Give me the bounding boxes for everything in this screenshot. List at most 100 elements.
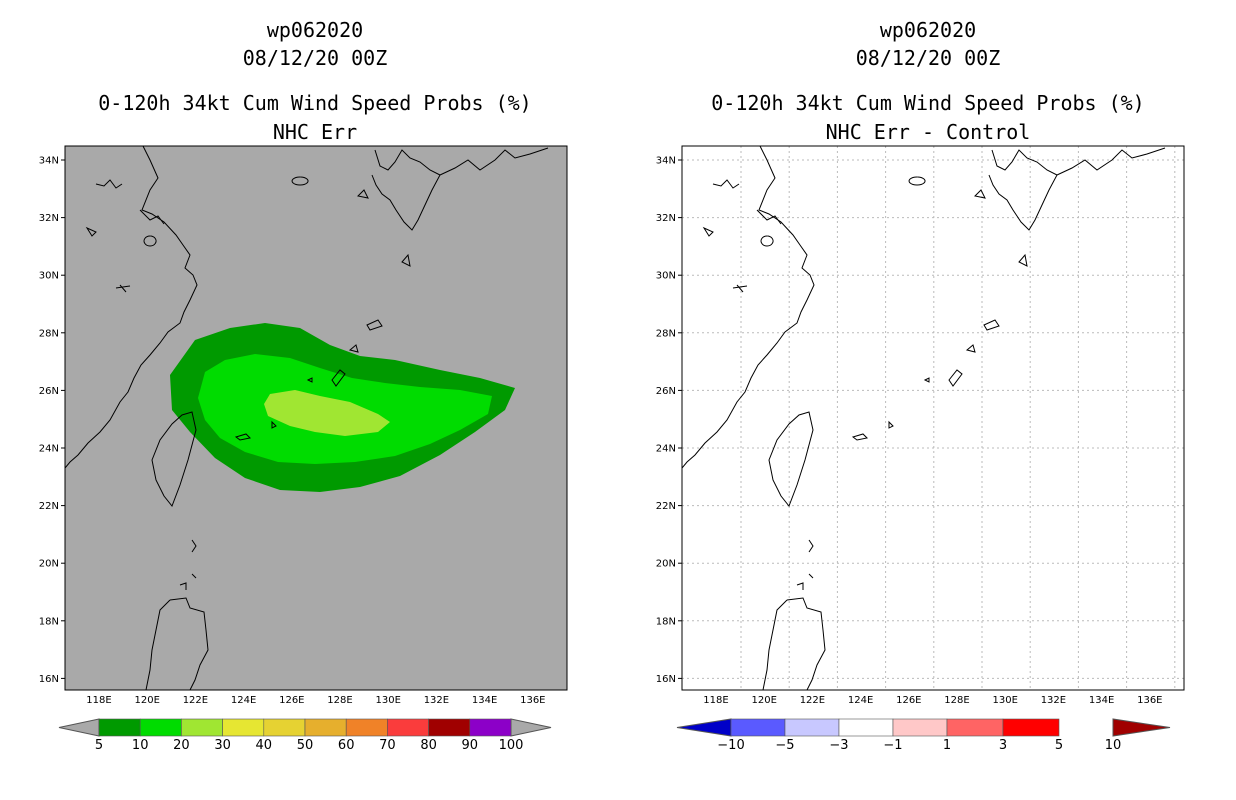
panel1-lat-ticks: 34N 32N 30N 28N 26N 24N 22N 20N 18N 16N (39, 156, 65, 685)
colorbar-swatch (181, 718, 223, 737)
lon-label: 122E (183, 695, 208, 706)
colorbar-label: 50 (297, 738, 314, 753)
colorbar-swatch (946, 718, 1004, 737)
colorbar-label: 90 (462, 738, 479, 753)
colorbar-label: −3 (829, 738, 848, 753)
colorbar-swatch (387, 718, 429, 737)
lon-label: 130E (992, 695, 1017, 706)
colorbar-left-arrow (676, 718, 732, 737)
colorbar-swatch (892, 718, 948, 737)
colorbar-label: 3 (999, 738, 1007, 753)
lon-label: 126E (279, 695, 304, 706)
colorbar-label: 5 (95, 738, 103, 753)
colorbar-swatch (222, 718, 265, 737)
colorbar-swatch (304, 718, 347, 737)
lat-label: 18N (39, 616, 59, 627)
lat-label: 34N (656, 156, 676, 167)
colorbar-swatch (263, 718, 306, 737)
lon-label: 132E (1041, 695, 1066, 706)
lon-label: 134E (472, 695, 497, 706)
colorbar-label: 10 (132, 738, 149, 753)
panel2-colorbar: −10 −5 −3 −1 1 3 5 10 (676, 718, 1171, 753)
lat-label: 22N (39, 501, 59, 512)
lat-label: 16N (39, 674, 59, 685)
lat-label: 24N (39, 444, 59, 455)
colorbar-label: −10 (717, 738, 744, 753)
lat-label: 34N (39, 156, 59, 167)
lon-label: 122E (800, 695, 825, 706)
lat-label: 16N (656, 674, 676, 685)
panel1-title: 0-120h 34kt Cum Wind Speed Probs (%) (98, 91, 532, 115)
lat-label: 22N (656, 501, 676, 512)
colorbar-label: 10 (1105, 738, 1122, 753)
panel2-subtitle: NHC Err - Control (825, 120, 1031, 144)
colorbar-swatch (98, 718, 141, 737)
lon-label: 130E (375, 695, 400, 706)
lat-label: 20N (39, 559, 59, 570)
colorbar-label: 100 (499, 738, 524, 753)
colorbar-swatch (469, 718, 512, 737)
lon-label: 134E (1089, 695, 1114, 706)
colorbar-label: −5 (775, 738, 794, 753)
colorbar-swatch (345, 718, 388, 737)
panel2-gridlines (682, 146, 1184, 690)
lon-label: 126E (896, 695, 921, 706)
panel2-lon-ticks: 118E 120E 122E 124E 126E 128E 130E 132E 134E 136E (703, 695, 1162, 706)
panel2-title: 0-120h 34kt Cum Wind Speed Probs (%) (711, 91, 1145, 115)
lon-label: 118E (703, 695, 728, 706)
colorbar-swatch (428, 718, 471, 737)
colorbar-label: 20 (173, 738, 190, 753)
lon-label: 120E (751, 695, 776, 706)
panel2-datetime: 08/12/20 00Z (855, 46, 1001, 70)
lat-label: 28N (39, 328, 59, 339)
lon-label: 120E (134, 695, 159, 706)
lon-label: 124E (231, 695, 256, 706)
lon-label: 132E (424, 695, 449, 706)
panel1-datetime: 08/12/20 00Z (242, 46, 388, 70)
lon-label: 136E (1137, 695, 1162, 706)
prob-contour-20 (264, 390, 390, 436)
lat-label: 26N (39, 386, 59, 397)
colorbar-right-arrow (510, 718, 552, 737)
lat-label: 30N (39, 271, 59, 282)
colorbar-label: 1 (943, 738, 951, 753)
colorbar-swatch (730, 718, 786, 737)
panel2-background (682, 146, 1184, 690)
colorbar-swatch (784, 718, 840, 737)
panel2-storm-id: wp062020 (879, 18, 977, 42)
panel1-subtitle: NHC Err (272, 120, 358, 144)
panel1-lon-ticks: 118E 120E 122E 124E 126E 128E 130E 132E 134E 136E (86, 695, 545, 706)
colorbar-right-arrow (1112, 718, 1171, 737)
lat-label: 32N (656, 213, 676, 224)
colorbar-label: 60 (338, 738, 355, 753)
colorbar-swatch (838, 718, 894, 737)
colorbar-left-arrow (58, 718, 100, 737)
lat-label: 24N (656, 444, 676, 455)
lon-label: 136E (520, 695, 545, 706)
lat-label: 30N (656, 271, 676, 282)
panel1-colorbar: 5 10 20 30 40 50 60 70 80 90 100 (58, 718, 552, 753)
lon-label: 128E (327, 695, 352, 706)
lon-label: 118E (86, 695, 111, 706)
panel2-lat-ticks: 34N 32N 30N 28N 26N 24N 22N 20N 18N 16N (656, 156, 682, 685)
lat-label: 20N (656, 559, 676, 570)
lat-label: 26N (656, 386, 676, 397)
lat-label: 32N (39, 213, 59, 224)
lon-label: 124E (848, 695, 873, 706)
colorbar-label: 70 (379, 738, 396, 753)
colorbar-label: 80 (420, 738, 437, 753)
lat-label: 28N (656, 328, 676, 339)
lat-label: 18N (656, 616, 676, 627)
lon-label: 128E (944, 695, 969, 706)
panel2-frame (681, 145, 1185, 691)
colorbar-label: 40 (256, 738, 273, 753)
colorbar-swatch (1002, 718, 1060, 737)
colorbar-swatch (139, 718, 182, 737)
panel1-frame (64, 145, 568, 691)
colorbar-label: 5 (1055, 738, 1063, 753)
panel1-storm-id: wp062020 (266, 18, 364, 42)
colorbar-label: 30 (214, 738, 231, 753)
